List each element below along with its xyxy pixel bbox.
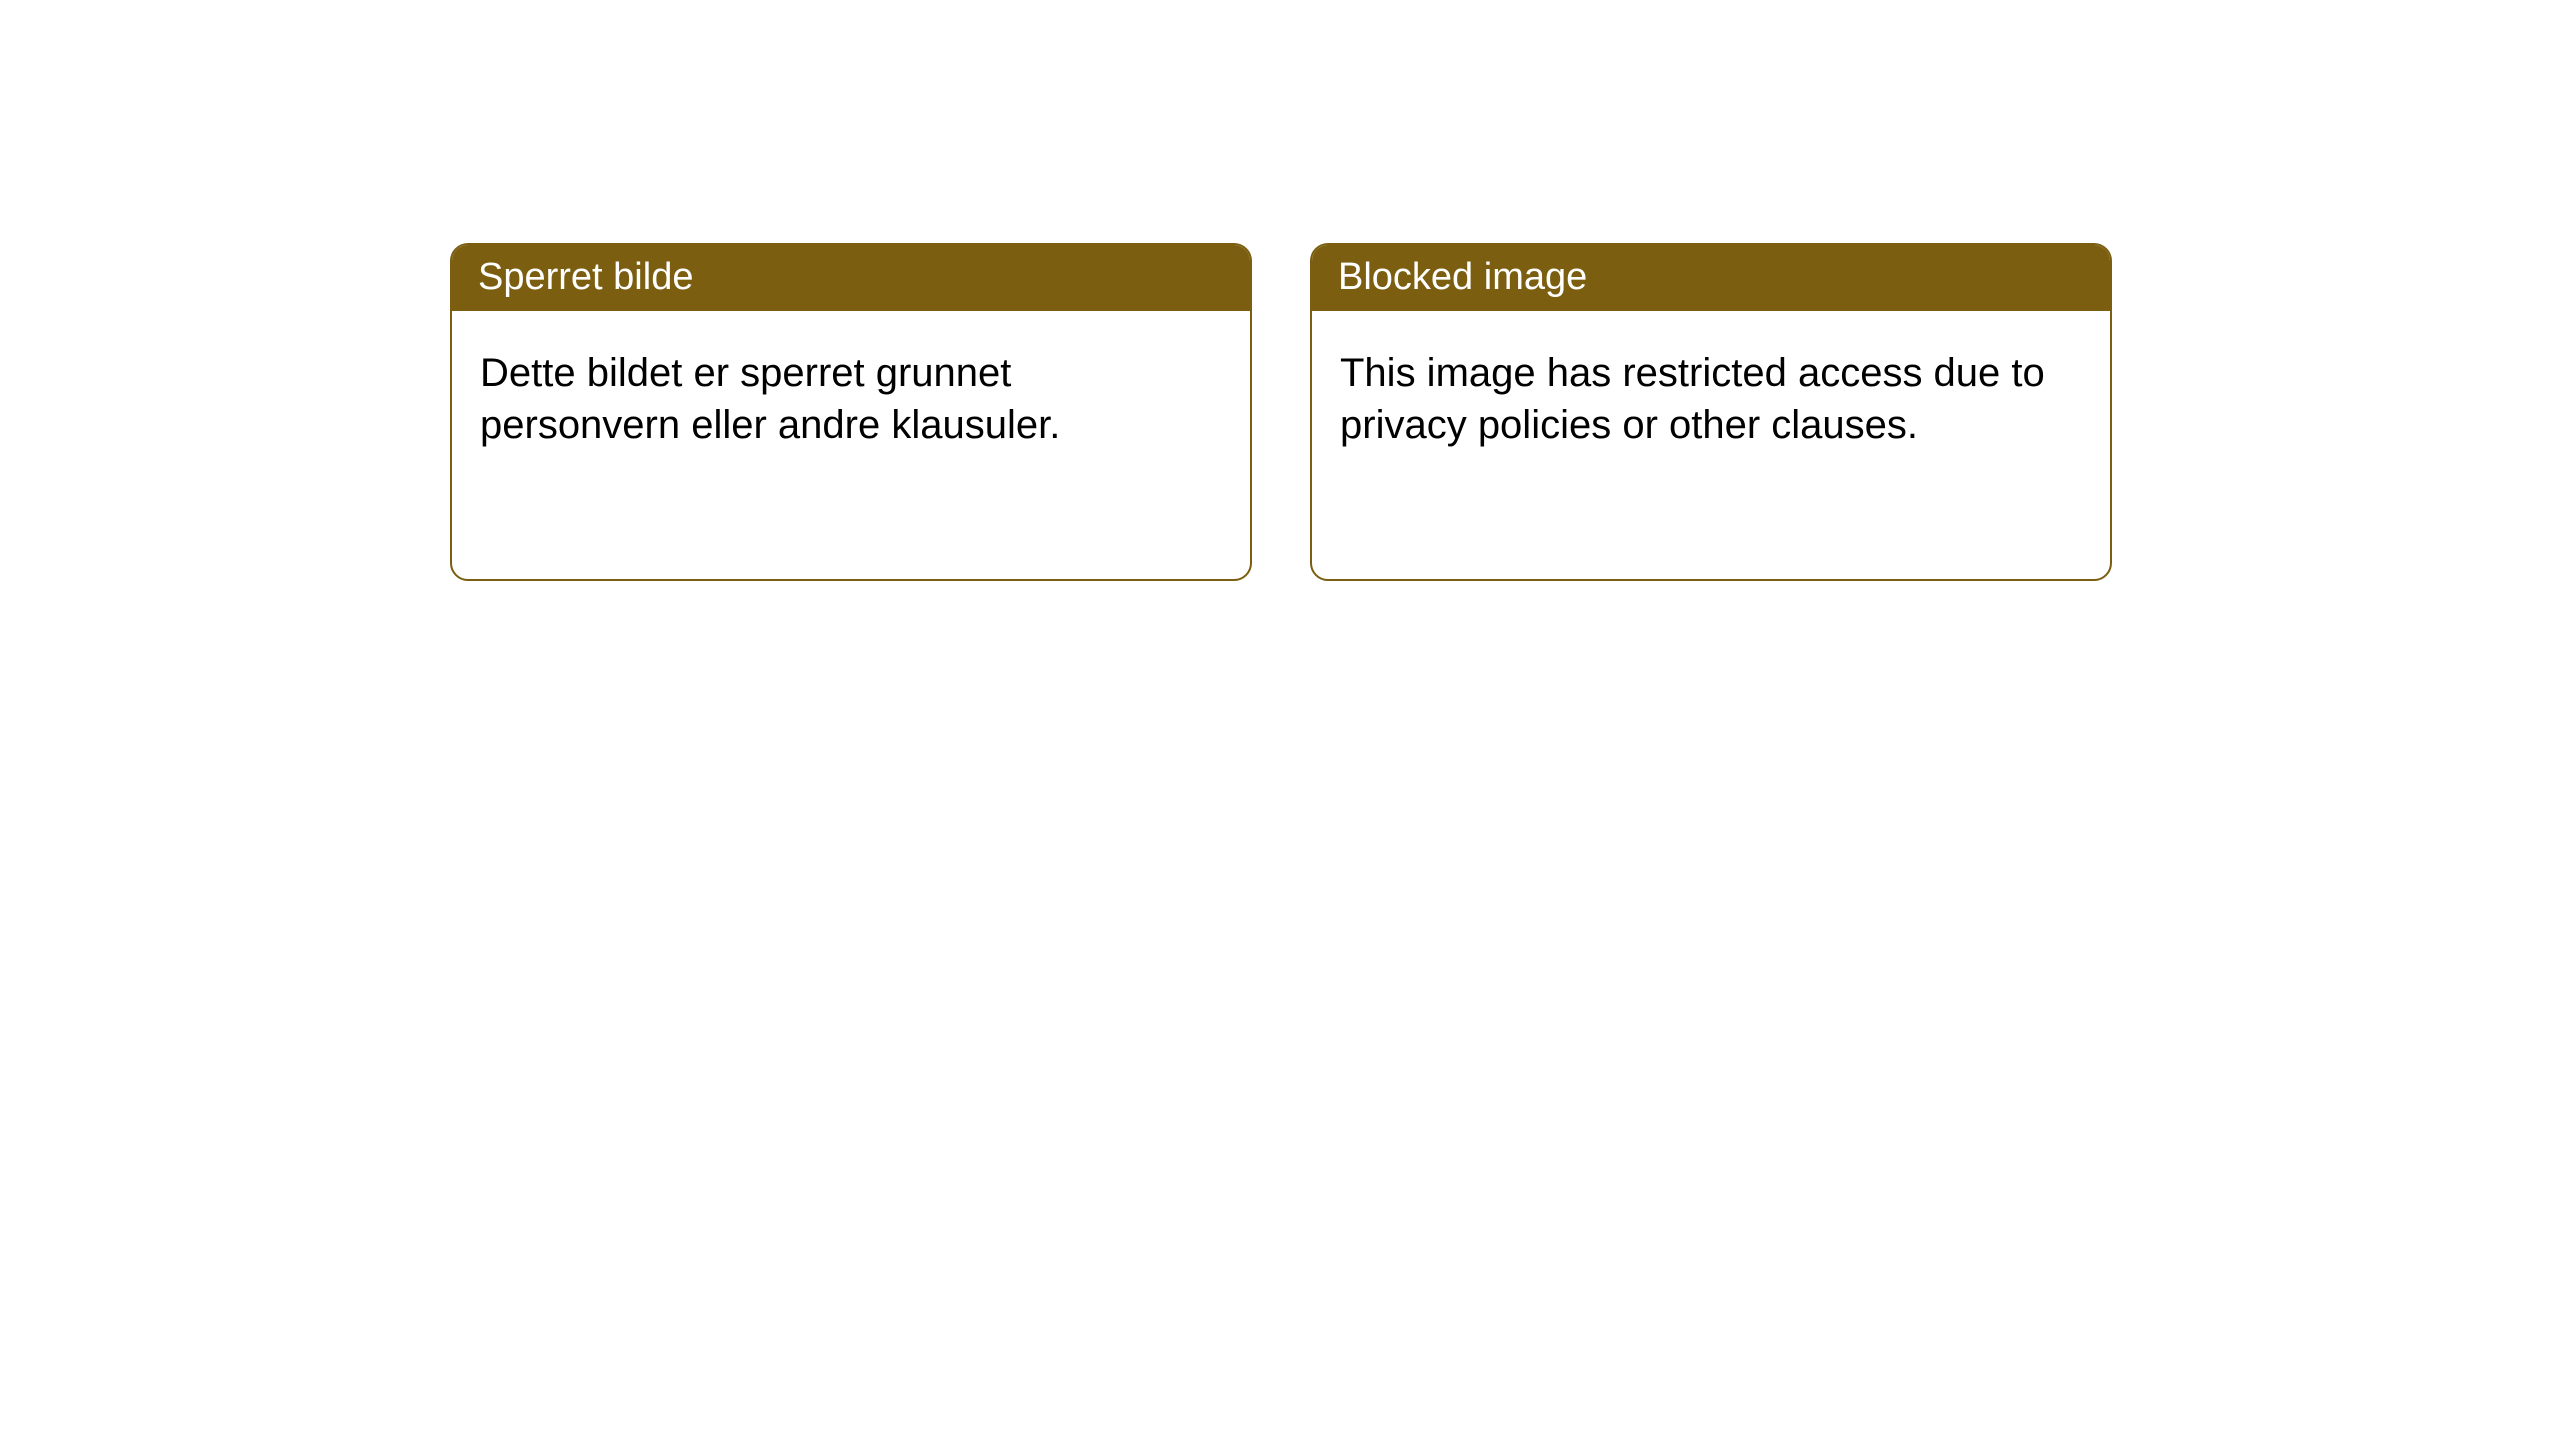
notice-container: Sperret bilde Dette bildet er sperret gr… <box>450 243 2112 581</box>
notice-card-en: Blocked image This image has restricted … <box>1310 243 2112 581</box>
notice-header: Blocked image <box>1312 245 2110 311</box>
notice-header: Sperret bilde <box>452 245 1250 311</box>
notice-body: Dette bildet er sperret grunnet personve… <box>452 311 1250 479</box>
notice-body: This image has restricted access due to … <box>1312 311 2110 479</box>
notice-card-no: Sperret bilde Dette bildet er sperret gr… <box>450 243 1252 581</box>
